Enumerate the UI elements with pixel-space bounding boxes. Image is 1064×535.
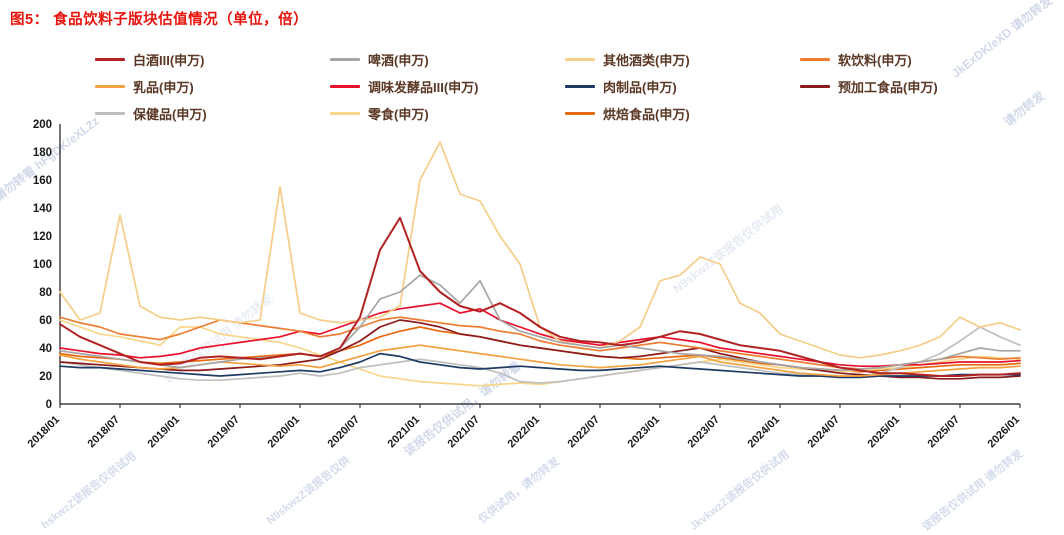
x-axis-tick-label: 2022/07 bbox=[566, 414, 603, 451]
legend-item-5: 调味发酵品III(申万) bbox=[330, 77, 565, 95]
legend-label: 调味发酵品III(申万) bbox=[368, 79, 479, 95]
x-axis-tick-label: 2023/07 bbox=[686, 414, 723, 451]
x-axis-tick-label: 2021/07 bbox=[446, 414, 483, 451]
x-axis-tick-label: 2018/07 bbox=[86, 414, 123, 451]
legend-label: 软饮料(申万) bbox=[838, 52, 912, 68]
x-axis-tick-label: 2025/07 bbox=[926, 414, 963, 451]
legend-swatch bbox=[565, 111, 595, 115]
legend-swatch bbox=[330, 57, 360, 61]
legend-label: 保健品(申万) bbox=[133, 106, 207, 122]
x-axis-tick-label: 2026/01 bbox=[986, 414, 1023, 451]
legend-label: 其他酒类(申万) bbox=[603, 52, 690, 68]
chart-title: 图5： 食品饮料子版块估值情况（单位，倍） bbox=[10, 12, 309, 28]
x-axis-tick-label: 2019/07 bbox=[206, 414, 243, 451]
x-axis-tick-label: 2019/01 bbox=[146, 414, 183, 451]
legend-item-2: 其他酒类(申万) bbox=[565, 50, 800, 68]
x-axis-tick-label: 2020/01 bbox=[266, 414, 303, 451]
x-axis-tick-label: 2018/01 bbox=[26, 414, 63, 451]
legend-item-7: 预加工食品(申万) bbox=[800, 77, 1035, 95]
y-axis-tick-label: 160 bbox=[33, 175, 52, 187]
legend-label: 烘焙食品(申万) bbox=[603, 106, 690, 122]
series-line-5 bbox=[59, 302, 1021, 368]
legend-swatch bbox=[565, 84, 595, 88]
legend-label: 啤酒(申万) bbox=[368, 52, 429, 68]
y-axis-tick-label: 20 bbox=[39, 371, 52, 383]
x-axis-tick-label: 2023/01 bbox=[626, 414, 663, 451]
y-axis-tick-label: 40 bbox=[39, 343, 52, 355]
legend-item-4: 乳品(申万) bbox=[95, 77, 330, 95]
legend-swatch bbox=[330, 84, 360, 88]
legend-swatch bbox=[565, 57, 595, 61]
legend-item-6: 肉制品(申万) bbox=[565, 77, 800, 95]
legend-item-3: 软饮料(申万) bbox=[800, 50, 1035, 68]
legend-label: 零食(申万) bbox=[368, 106, 429, 122]
legend-label: 预加工食品(申万) bbox=[838, 79, 938, 95]
x-axis-tick-label: 2024/07 bbox=[806, 414, 843, 451]
legend-swatch bbox=[800, 57, 830, 61]
x-axis-tick-label: 2025/01 bbox=[866, 414, 903, 451]
legend-swatch bbox=[95, 111, 125, 115]
chart-area: 0 20 40 60 80 100 120 140 160 180 200 2018/01 2018/0… bbox=[0, 112, 1064, 500]
y-axis-tick-label: 60 bbox=[39, 315, 52, 327]
legend-swatch bbox=[330, 111, 360, 115]
y-axis-tick-label: 180 bbox=[33, 147, 52, 159]
legend-item-8: 保健品(申万) bbox=[95, 104, 330, 122]
y-axis-tick-label: 140 bbox=[33, 203, 52, 215]
legend-swatch bbox=[95, 84, 125, 88]
series-line-6 bbox=[59, 352, 1021, 379]
x-axis-tick-label: 2022/01 bbox=[506, 414, 543, 451]
y-axis-tick-label: 0 bbox=[46, 399, 52, 411]
legend-label: 白酒III(申万) bbox=[133, 52, 205, 68]
legend-swatch bbox=[800, 84, 830, 88]
legend-item-1: 啤酒(申万) bbox=[330, 50, 565, 68]
legend-item-0: 白酒III(申万) bbox=[95, 50, 330, 68]
x-axis-tick-label: 2020/07 bbox=[326, 414, 363, 451]
y-axis-tick-label: 100 bbox=[33, 259, 52, 271]
y-axis-tick-label: 80 bbox=[39, 287, 52, 299]
x-axis-tick-label: 2024/01 bbox=[746, 414, 783, 451]
legend-item-10: 烘焙食品(申万) bbox=[565, 104, 800, 122]
chart-legend: 白酒III(申万) 啤酒(申万) 其他酒类(申万) 软饮料(申万) 乳品(申万) 调味发酵… bbox=[95, 50, 1035, 122]
series-line-0 bbox=[59, 216, 1021, 377]
y-axis-tick-label: 120 bbox=[33, 231, 52, 243]
legend-item-9: 零食(申万) bbox=[330, 104, 565, 122]
series-line-7 bbox=[59, 319, 1021, 380]
legend-label: 乳品(申万) bbox=[133, 79, 194, 95]
series-line-1 bbox=[59, 274, 1021, 372]
y-axis-tick-label: 200 bbox=[33, 119, 52, 131]
x-axis-tick-label: 2021/01 bbox=[386, 414, 423, 451]
legend-swatch bbox=[95, 57, 125, 61]
line-chart: 0 20 40 60 80 100 120 140 160 180 200 2018/01 2018/0… bbox=[26, 119, 1023, 451]
legend-label: 肉制品(申万) bbox=[603, 79, 677, 95]
